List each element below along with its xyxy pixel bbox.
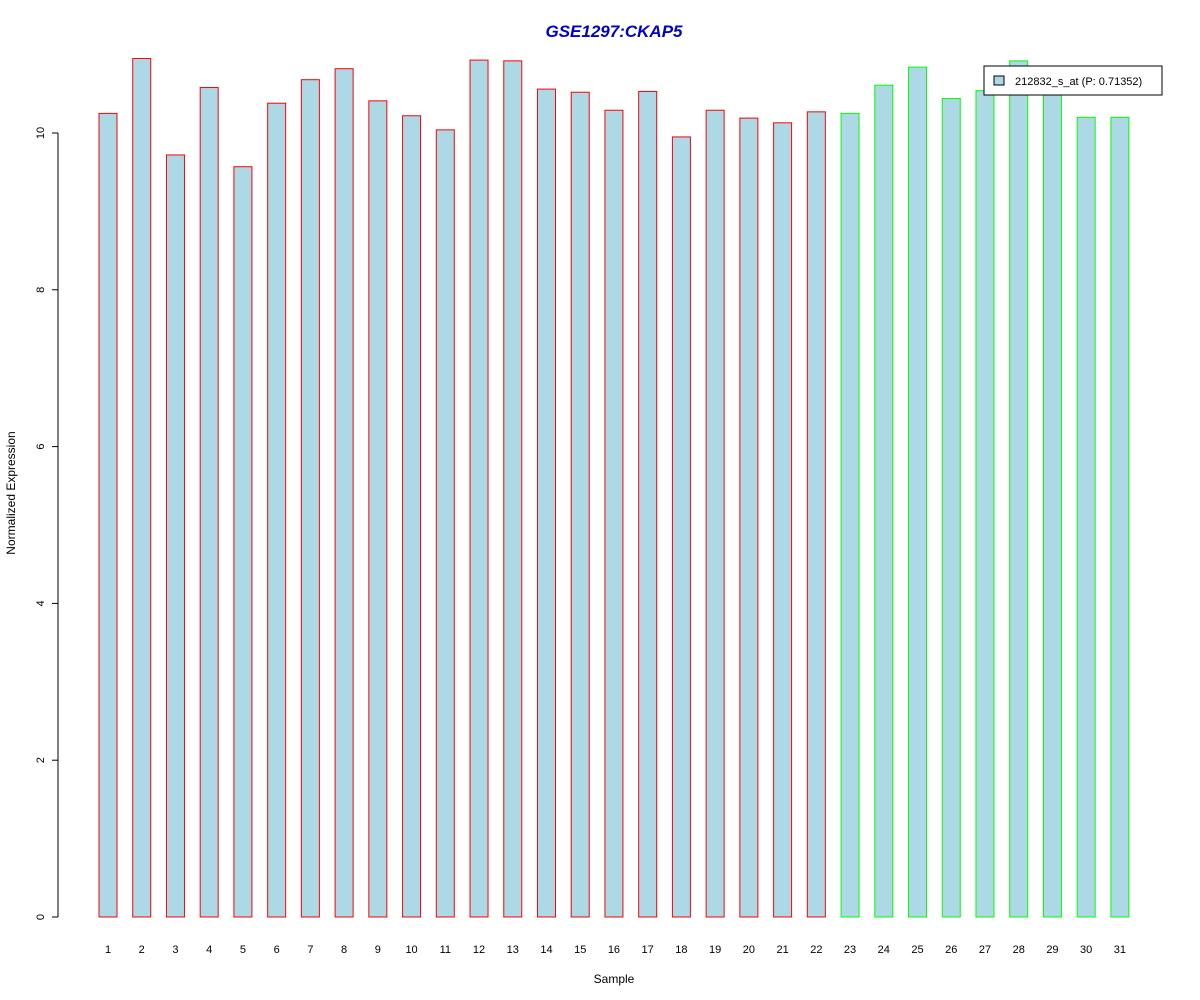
y-tick-group: 0 2 4 6 8 10 [35, 127, 58, 920]
x-tick-label: 1 [105, 944, 111, 956]
bar-sample-7 [300, 79, 320, 918]
x-tick-label: 5 [240, 944, 246, 956]
x-tick-label: 6 [274, 944, 280, 956]
x-tick-label: 24 [878, 944, 890, 956]
bar-sample-16 [604, 109, 624, 918]
y-tick-label: 10 [35, 127, 47, 139]
bar-sample-29 [1042, 83, 1062, 918]
bar-sample-4 [199, 87, 219, 918]
x-axis-label: Sample [594, 972, 635, 986]
x-tick-label: 29 [1046, 944, 1058, 956]
bar-sample-13 [503, 60, 523, 918]
x-tick-label: 14 [540, 944, 552, 956]
bar-sample-22 [806, 111, 826, 918]
bar-sample-21 [773, 122, 793, 918]
x-tick-label: 8 [341, 944, 347, 956]
bar-sample-23 [840, 112, 860, 918]
bar-sample-26 [941, 98, 961, 918]
bar-sample-15 [570, 91, 590, 918]
x-tick-label: 19 [709, 944, 721, 956]
bar-sample-12 [469, 59, 489, 918]
x-tick-label: 21 [776, 944, 788, 956]
bar-sample-24 [874, 84, 894, 918]
x-tick-label: 31 [1114, 944, 1126, 956]
bar-sample-9 [368, 100, 388, 918]
x-tick-label: 26 [945, 944, 957, 956]
x-tick-label: 10 [405, 944, 417, 956]
y-tick-label: 8 [35, 287, 47, 293]
x-tick-label-group: 1 2 3 4 5 6 7 8 9 10 11 12 13 14 15 16 17 18 19 20 21 22 23 24 2… [105, 944, 1126, 956]
bar-sample-8 [334, 68, 354, 918]
bar-sample-31 [1110, 116, 1130, 918]
bar-sample-1 [98, 112, 118, 918]
x-tick-label: 16 [608, 944, 620, 956]
y-tick-label: 2 [35, 757, 47, 763]
x-tick-label: 28 [1013, 944, 1025, 956]
x-tick-label: 2 [139, 944, 145, 956]
legend-entry-label: 212832_s_at (P: 0.71352) [1015, 76, 1142, 88]
y-axis-label: Normalized Expression [4, 431, 18, 554]
bar-sample-17 [638, 90, 658, 918]
x-tick-label: 25 [911, 944, 923, 956]
bar-sample-25 [908, 66, 928, 918]
x-tick-label: 30 [1080, 944, 1092, 956]
bar-sample-6 [267, 102, 287, 918]
bar-sample-30 [1076, 116, 1096, 918]
bar-sample-18 [671, 136, 691, 918]
x-tick-label: 4 [206, 944, 212, 956]
legend-swatch [993, 75, 1005, 86]
legend: 212832_s_at (P: 0.71352) [983, 65, 1163, 96]
bar-sample-11 [435, 129, 455, 918]
x-tick-label: 22 [810, 944, 822, 956]
y-tick-label: 4 [35, 600, 47, 606]
x-tick-label: 3 [172, 944, 178, 956]
x-tick-label: 18 [675, 944, 687, 956]
y-tick-label: 6 [35, 444, 47, 450]
x-tick-label: 11 [440, 944, 451, 956]
chart-title: GSE1297:CKAP5 [545, 22, 683, 41]
x-tick-label: 9 [375, 944, 381, 956]
x-tick-label: 13 [507, 944, 519, 956]
bar-sample-28 [1009, 60, 1029, 918]
bar-sample-14 [536, 88, 556, 918]
bar-sample-2 [132, 58, 152, 918]
legend-box [983, 65, 1163, 96]
x-tick-label: 27 [979, 944, 991, 956]
y-tick-label: 0 [35, 914, 47, 920]
x-tick-label: 23 [844, 944, 856, 956]
bar-sample-3 [165, 154, 185, 918]
x-tick-label: 17 [642, 944, 654, 956]
bar-sample-27 [975, 90, 995, 918]
x-tick-label: 7 [307, 944, 313, 956]
bar-group [98, 58, 1130, 918]
bar-sample-20 [739, 117, 759, 918]
bar-sample-10 [402, 115, 422, 918]
bar-sample-19 [705, 109, 725, 918]
bar-sample-5 [233, 166, 253, 918]
x-tick-label: 20 [743, 944, 755, 956]
x-tick-label: 12 [473, 944, 485, 956]
x-tick-label: 15 [574, 944, 586, 956]
